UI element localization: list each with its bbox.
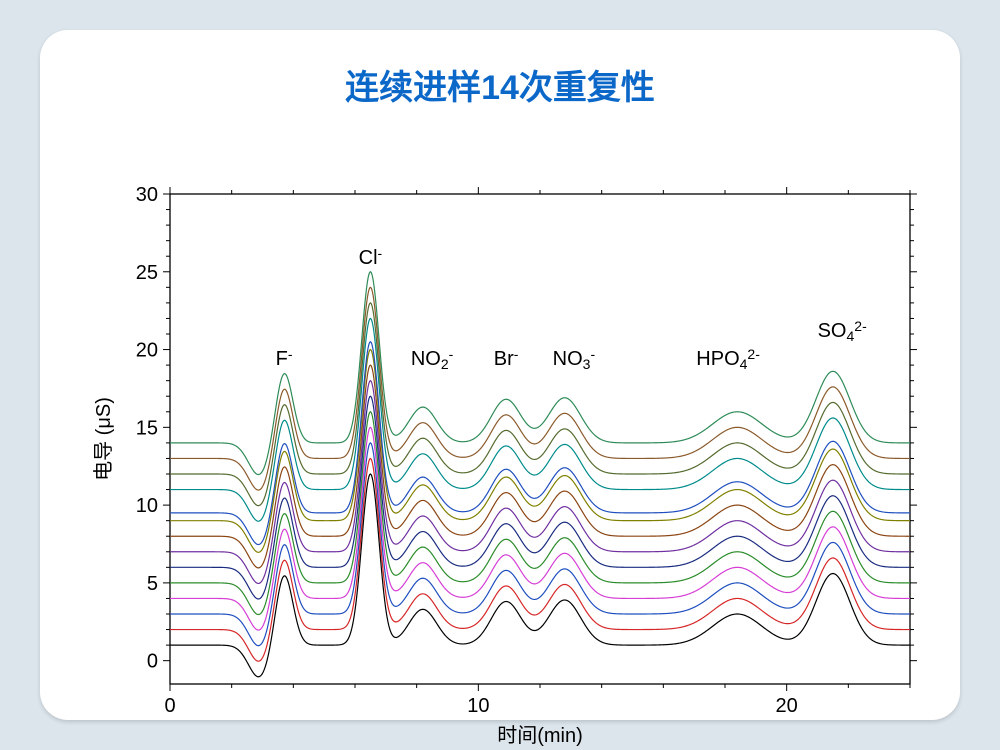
svg-text:F-: F- [276,347,293,371]
chromatogram-chart: 0 10 20 0 5 10 15 20 25 30 时间(min) 电导 (μS) F- Cl- NO2-… [40,109,960,749]
svg-text:Br-: Br- [494,347,519,371]
svg-text:时间(min): 时间(min) [497,724,583,747]
chart-title: 连续进样14次重复性 [40,60,960,109]
svg-text:25: 25 [136,262,158,284]
svg-text:0: 0 [164,695,175,717]
svg-text:NO3-: NO3- [553,347,596,373]
svg-text:5: 5 [147,573,158,595]
chart-card: 连续进样14次重复性 01020051015202530时间(min)电导 (μ… [40,30,960,720]
svg-text:NO2-: NO2- [411,347,454,373]
svg-text:15: 15 [136,417,158,439]
svg-text:HPO42-: HPO42- [696,347,760,373]
svg-text:20: 20 [776,695,798,717]
svg-text:Cl-: Cl- [359,245,383,269]
svg-text:电导 (μS): 电导 (μS) [92,397,115,481]
svg-text:10: 10 [136,495,158,517]
svg-text:30: 30 [136,184,158,206]
svg-text:10: 10 [467,695,489,717]
svg-text:20: 20 [136,340,158,362]
svg-text:0: 0 [147,651,158,673]
svg-text:SO42-: SO42- [818,319,867,345]
